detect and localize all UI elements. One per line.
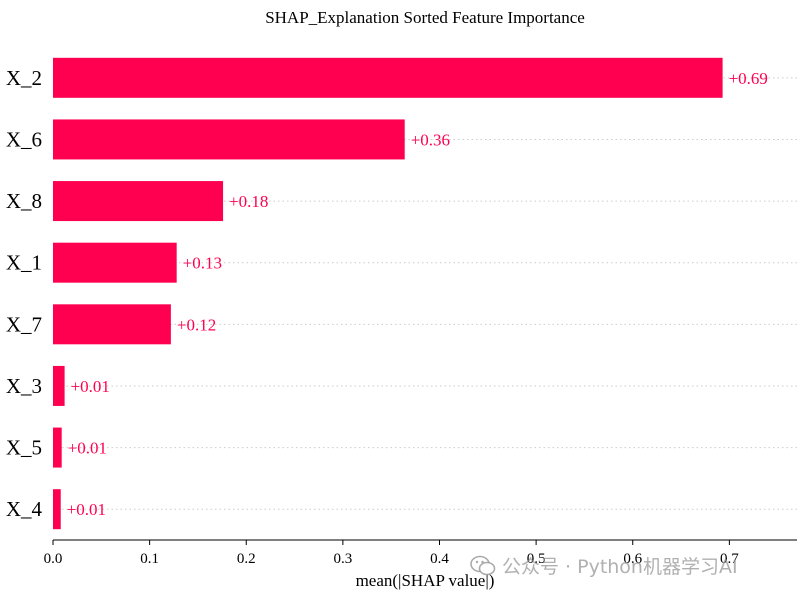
data-label-X_4: +0.01 [67,500,106,519]
x-tick-label: 0.2 [237,551,256,567]
x-axis-label: mean(|SHAP value|) [356,571,495,590]
y-label-X_2: X_2 [6,66,42,90]
bar-X_8 [53,181,224,222]
y-label-X_1: X_1 [6,251,42,275]
watermark: 公众号 · Python机器学习AI [470,552,738,579]
data-labels: +0.69 +0.36 +0.18 +0.13 +0.12 +0.01 +0.01 +0.01 [67,69,768,519]
x-tick-label: 0.1 [140,551,159,567]
x-tick-label: 0.0 [44,551,63,567]
y-label-X_6: X_6 [6,127,42,151]
data-label-X_5: +0.01 [68,439,107,458]
data-label-X_7: +0.12 [177,315,216,334]
bar-X_2 [53,57,723,98]
data-label-X_1: +0.13 [183,254,222,273]
wechat-icon [470,555,496,575]
bar-X_6 [53,119,405,160]
bar-X_5 [53,427,62,468]
bar-X_1 [53,242,177,283]
y-label-X_3: X_3 [6,374,42,398]
watermark-text: 公众号 · Python机器学习AI [502,556,738,578]
data-label-X_8: +0.18 [229,192,268,211]
x-axis-ticks: 0.0 0.1 0.2 0.3 0.4 0.5 0.6 0.7 [44,540,739,567]
y-label-X_8: X_8 [6,189,42,213]
x-tick-label: 0.3 [333,551,352,567]
x-tick-label: 0.6 [623,551,642,567]
y-label-X_5: X_5 [6,436,42,460]
bar-X_4 [53,489,61,530]
y-label-X_7: X_7 [6,312,42,336]
chart-title: SHAP_Explanation Sorted Feature Importan… [265,8,585,27]
bar-X_3 [53,365,65,406]
bar-X_7 [53,304,171,345]
data-label-X_2: +0.69 [729,69,768,88]
data-label-X_3: +0.01 [71,377,110,396]
y-axis-labels: X_2 X_6 X_8 X_1 X_7 X_3 X_5 X_4 [6,66,43,521]
data-label-X_6: +0.36 [411,130,450,149]
x-tick-label: 0.4 [430,551,449,567]
x-tick-label: 0.5 [527,551,546,567]
y-label-X_4: X_4 [6,497,43,521]
x-tick-label: 0.7 [720,551,739,567]
bars [53,57,723,530]
